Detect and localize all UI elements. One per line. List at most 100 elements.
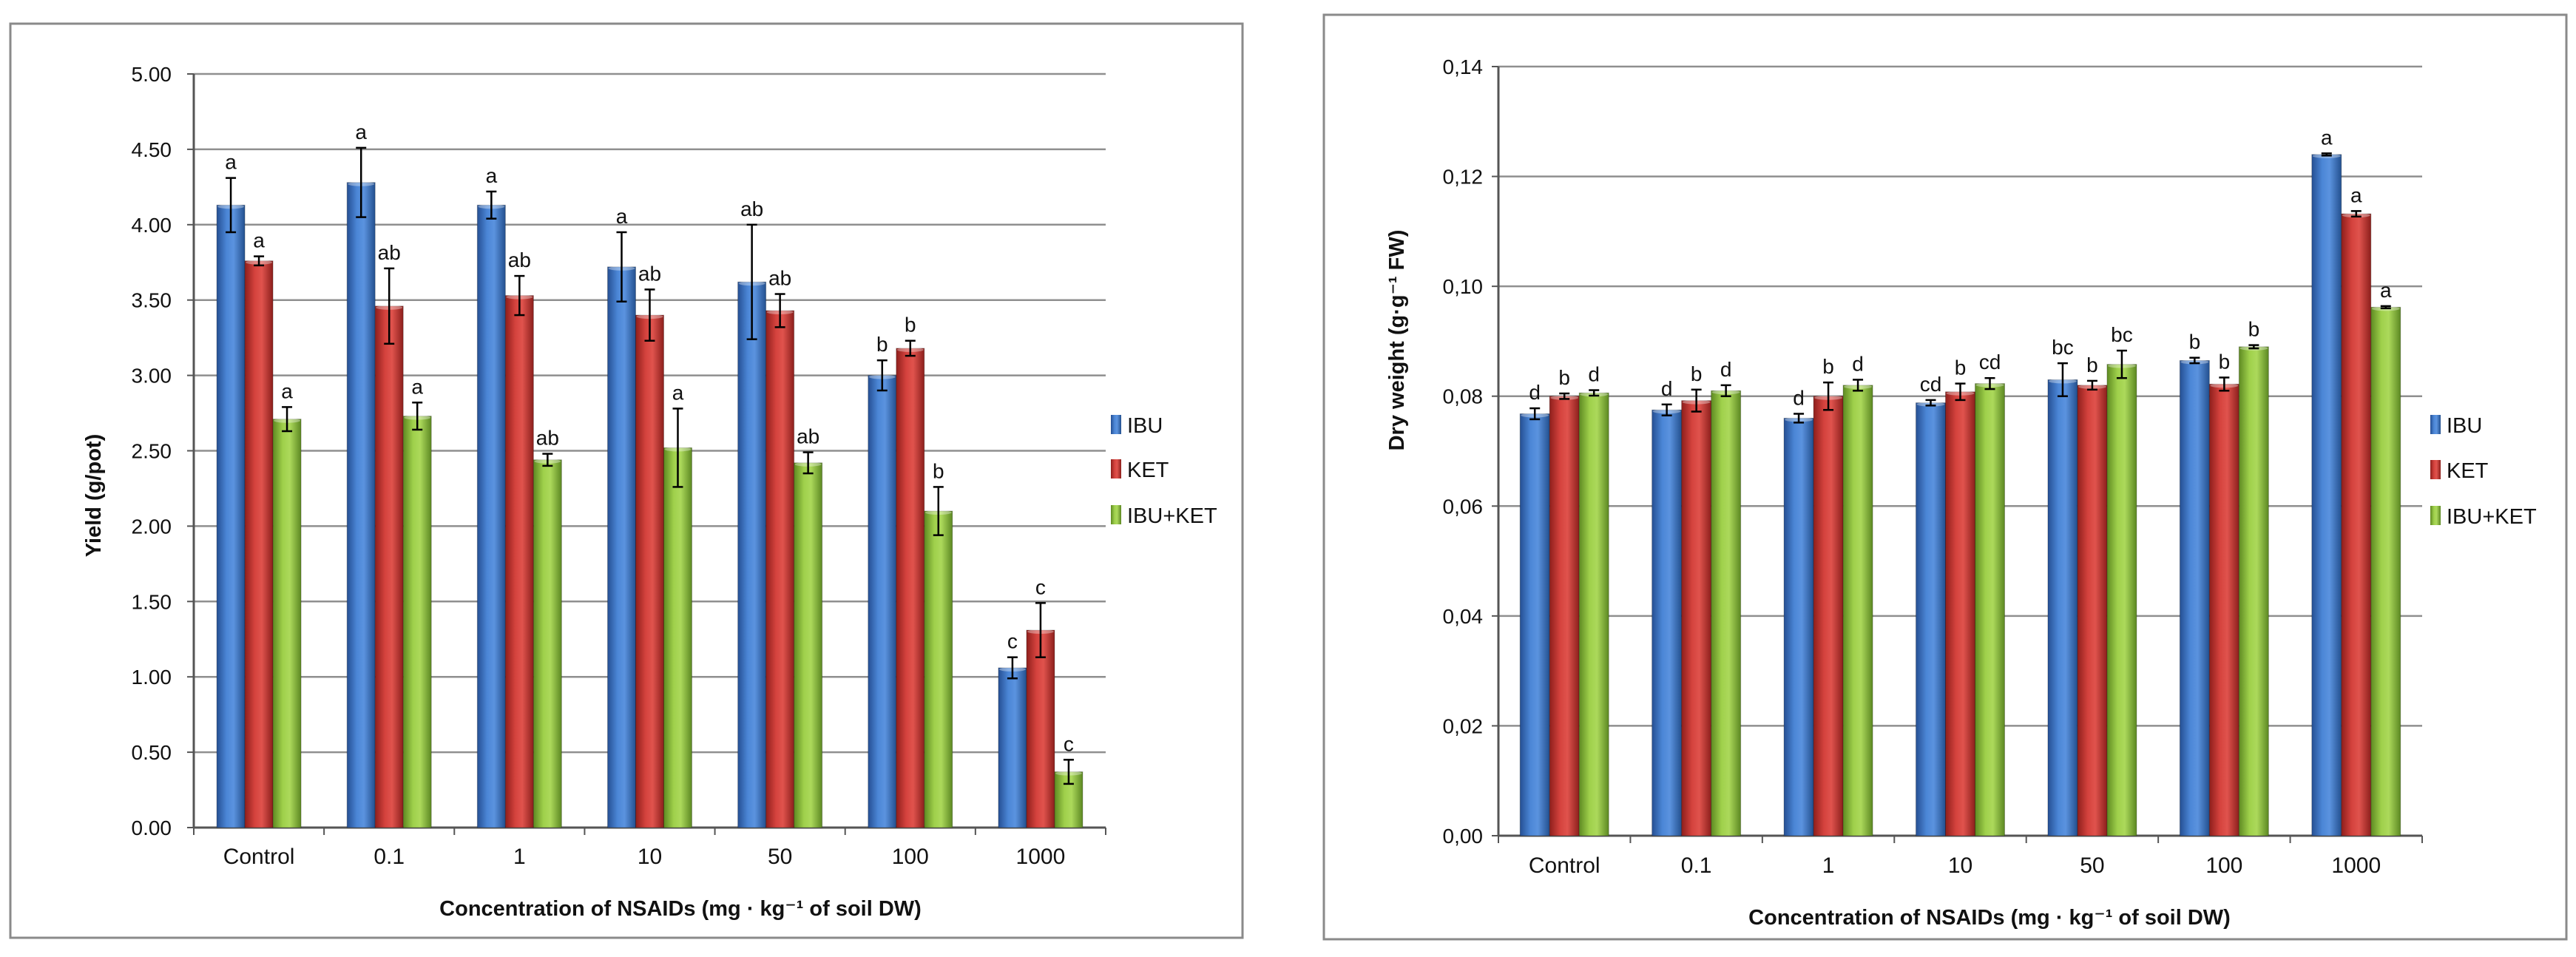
chart-1-error-bar [542, 453, 553, 467]
chart-1-x-tick-label: 1 [513, 845, 526, 869]
chart-1-y-tick-label: 4.00 [132, 214, 172, 237]
chart-2-error-bar [1720, 384, 1731, 397]
chart-2-y-tick-label: 0,00 [1443, 825, 1484, 848]
chart-1-bar-ket [896, 348, 925, 828]
chart-2-bar-ibu-ket [1975, 383, 2005, 836]
chart-1-significance-letter: a [616, 205, 628, 228]
chart-2-bar-ibu-ket [2106, 364, 2137, 836]
chart-1-bar-ibu [216, 204, 246, 828]
chart-1-legend-swatch [1111, 415, 1121, 434]
chart-1-significance-letter: ab [768, 267, 791, 290]
chart-1-error-bar [644, 288, 655, 342]
chart-2-significance-letter: d [1793, 386, 1805, 409]
chart-2-x-tick-label: 0.1 [1681, 853, 1712, 878]
chart-2-y-tick-label: 0,10 [1443, 275, 1484, 298]
chart-1-bar-ibu [607, 266, 636, 828]
chart-2-significance-letter: bc [2052, 336, 2074, 359]
chart-2-significance-letter: a [2350, 183, 2362, 206]
chart-2-y-tick-label: 0,02 [1443, 714, 1484, 737]
chart-2-significance-letter: b [2086, 354, 2098, 376]
chart-2-bar-ibu [1783, 417, 1814, 836]
chart-1-significance-letter: ab [797, 425, 819, 448]
chart-2-y-tick-label: 0,12 [1443, 166, 1484, 189]
chart-2-error-bar [1589, 389, 1600, 397]
chart-1-error-bar [254, 255, 265, 267]
chart-2-bar-ket [1813, 396, 1844, 836]
chart-1-legend-label: IBU+KET [1127, 504, 1217, 528]
chart-1-significance-letter: a [281, 379, 293, 402]
chart-2-bar-ibu-ket [1842, 385, 1873, 836]
chart-2-significance-letter: a [2321, 126, 2333, 149]
chart-1-x-tick-label: 10 [638, 845, 662, 869]
chart-1-y-axis-title: Yield (g/pot) [82, 434, 106, 557]
chart-2-bar-ibu-ket [2370, 306, 2401, 836]
chart-2-significance-letter: b [2219, 350, 2231, 373]
chart-1-y-tick-label: 0.50 [132, 741, 172, 764]
chart-2-y-tick-label: 0,14 [1443, 55, 1484, 78]
chart-2-significance-letter: cd [1979, 351, 2001, 373]
chart-1-significance-letter: a [253, 229, 265, 252]
chart-1-error-bar [1035, 602, 1046, 658]
chart-1-significance-letter: a [672, 381, 684, 404]
chart-2-error-bar [1955, 382, 1966, 402]
chart-2-x-tick-label: Control [1529, 853, 1600, 878]
chart-1-y-tick-label: 3.00 [132, 365, 172, 388]
chart-1-significance-letter: c [1007, 630, 1018, 653]
chart-1-significance-letter: b [905, 314, 916, 337]
chart-2-x-tick-label: 1 [1822, 853, 1835, 878]
chart-2-x-tick-label: 10 [1948, 853, 1972, 878]
chart-2-plot: 0,00 0,02 0,04 0,06 0,08 0,10 0,12 0,14 Control 0… [1443, 55, 2537, 878]
chart-1-legend-label: KET [1127, 459, 1169, 482]
chart-1-significance-letter: ab [740, 197, 763, 220]
chart-1-error-bar [486, 190, 497, 220]
chart-2-bar-ket [2341, 213, 2372, 836]
chart-2-error-bar [1925, 399, 1936, 407]
chart-1-significance-letter: a [486, 164, 498, 187]
chart-2-bar-ibu [2311, 154, 2342, 836]
chart-1-bar-ket [1026, 629, 1055, 828]
chart-2-error-bar [2248, 344, 2259, 350]
chart-1-bar-ibu-ket [794, 462, 823, 828]
chart-2-bar-ket [2077, 385, 2108, 836]
chart-2-error-bar [2057, 362, 2068, 397]
chart-2-significance-letter: b [1955, 356, 1967, 379]
chart-1-bar-ibu [476, 204, 506, 828]
chart-1-error-bar [774, 293, 785, 328]
chart-2-bar-ibu [1916, 402, 1946, 836]
chart-1-bar-ibu-ket [663, 447, 692, 828]
chart-1-error-bar [933, 486, 944, 536]
chart-2-error-bar [1529, 407, 1541, 421]
chart-1-bar-ket [765, 310, 795, 828]
chart-1-error-bar [412, 402, 423, 431]
chart-2-error-bar [2380, 305, 2391, 310]
chart-1-error-bar [282, 406, 293, 433]
chart-1-significance-letter: a [411, 375, 423, 398]
chart-2-error-bar [2086, 379, 2097, 391]
chart-1-bar-ket [374, 305, 404, 828]
chart-2-error-bar [1661, 403, 1672, 416]
chart-1-bar-ket [244, 260, 274, 828]
chart-1-bar-ibu-ket [402, 416, 432, 828]
chart-2-significance-letter: b [1691, 362, 1703, 385]
chart-1-significance-letter: ab [536, 427, 559, 450]
chart-1-legend-label: IBU [1127, 414, 1163, 438]
chart-1-y-tick-label: 2.50 [132, 440, 172, 463]
chart-1-y-tick-label: 2.00 [132, 515, 172, 538]
chart-2-significance-letter: bc [2111, 323, 2133, 346]
chart-1-x-axis-title: Concentration of NSAIDs (mg · kg⁻¹ of so… [439, 897, 922, 921]
chart-1-error-bar [802, 451, 814, 475]
chart-1-significance-letter: a [355, 121, 367, 143]
chart-1-error-bar [514, 274, 525, 317]
chart-2-legend-swatch [2430, 415, 2441, 434]
chart-2-significance-letter: d [1661, 377, 1673, 400]
chart-1-error-bar [905, 339, 916, 357]
chart-2-bar-ket [2208, 383, 2239, 836]
chart-2-error-bar [1691, 388, 1702, 413]
chart-2-significance-letter: d [1529, 381, 1541, 404]
chart-1-bar-ibu [868, 375, 897, 828]
chart-1-legend-swatch [1111, 459, 1121, 478]
chart-1-error-bar [226, 177, 237, 234]
chart-2-significance-letter: b [1558, 366, 1570, 389]
